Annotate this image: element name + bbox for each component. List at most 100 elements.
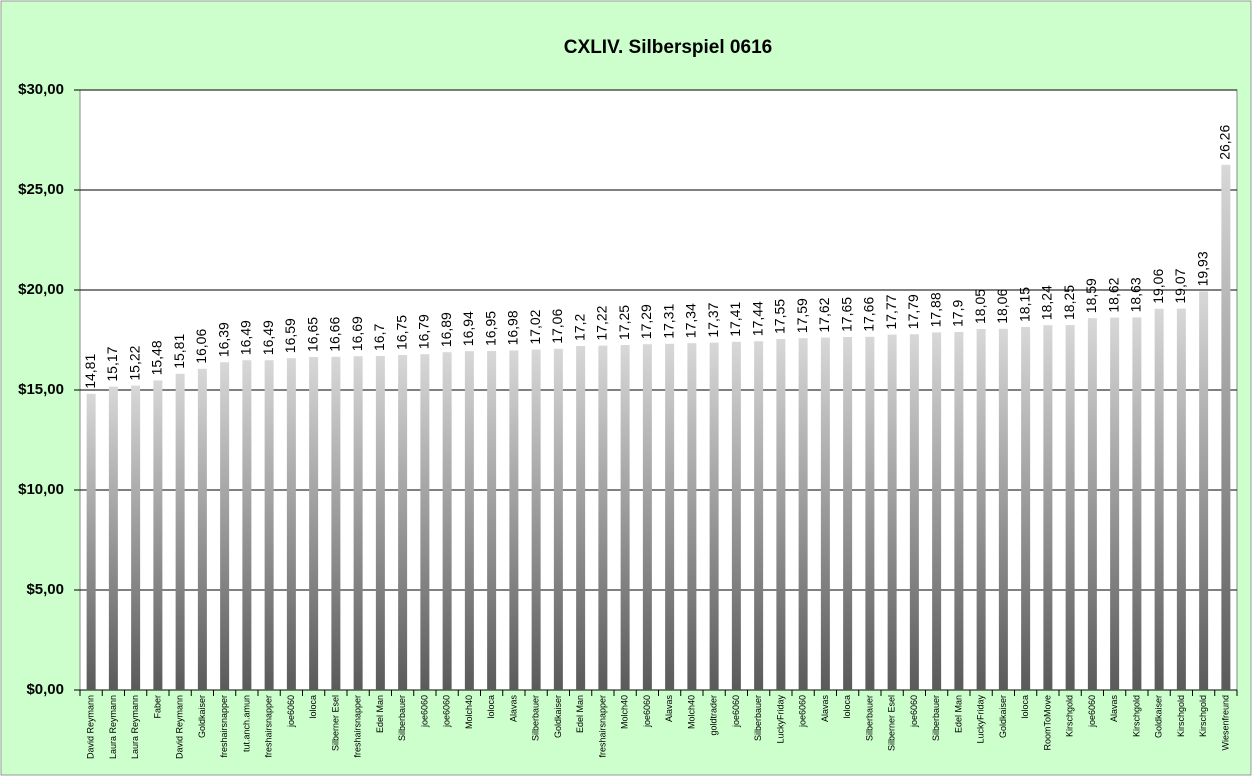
y-tick-label: $5,00: [26, 581, 64, 598]
bar: [731, 341, 741, 690]
x-tick-label: joe6060: [642, 695, 652, 728]
bar: [1132, 317, 1142, 690]
value-label: 17,25: [616, 305, 632, 340]
bar: [1043, 325, 1053, 690]
x-tick-label: freshairsnapper: [353, 695, 363, 758]
value-label: 15,81: [171, 334, 187, 369]
x-tick-label: Wiesenfreund: [1220, 695, 1230, 751]
bar: [954, 332, 964, 690]
bar: [909, 334, 919, 690]
value-label: 17,9: [950, 300, 966, 327]
x-tick-label: Goldkaiser: [197, 695, 207, 738]
value-label: 15,17: [104, 346, 120, 381]
value-label: 17,22: [594, 305, 610, 340]
y-tick-label: $15,00: [18, 381, 64, 398]
value-label: 17,59: [794, 298, 810, 333]
value-label: 17,2: [571, 314, 587, 341]
x-tick-label: Edel Man: [375, 695, 385, 733]
value-label: 16,75: [393, 315, 409, 350]
x-tick-label: David Reymann: [86, 695, 96, 759]
value-label: 16,89: [438, 312, 454, 347]
x-tick-label: Alavas: [820, 695, 830, 723]
bar: [286, 358, 296, 690]
x-tick-label: freshairsnapper: [219, 695, 229, 758]
value-label: 16,98: [505, 310, 521, 345]
x-tick-label: David Reymann: [175, 695, 185, 759]
value-label: 17,55: [772, 299, 788, 334]
bar: [531, 349, 541, 690]
value-label: 17,34: [683, 303, 699, 338]
value-label: 16,95: [482, 311, 498, 346]
x-tick-label: joe6060: [442, 695, 452, 728]
y-tick-label: $20,00: [18, 281, 64, 298]
x-tick-label: joe6060: [731, 695, 741, 728]
value-label: 17,37: [705, 302, 721, 337]
bar: [620, 345, 630, 690]
value-label: 17,41: [727, 302, 743, 337]
bar: [509, 350, 519, 690]
bar: [220, 362, 230, 690]
bar: [998, 328, 1008, 690]
bar: [776, 339, 786, 690]
bar: [1199, 291, 1209, 690]
x-tick-label: Laura Reymann: [108, 695, 118, 759]
bar: [1154, 308, 1164, 690]
value-label: 16,39: [215, 322, 231, 357]
bar: [153, 380, 163, 690]
bar: [1176, 308, 1186, 690]
bar: [887, 334, 897, 690]
x-tick-label: Laura Reymann: [130, 695, 140, 759]
value-label: 16,66: [327, 317, 343, 352]
x-tick-label: LuckyFriday: [976, 695, 986, 744]
x-tick-label: joe6060: [1087, 695, 1097, 728]
value-label: 16,79: [416, 314, 432, 349]
bar: [642, 344, 652, 690]
y-tick-label: $30,00: [18, 81, 64, 98]
x-tick-label: Edel Man: [575, 695, 585, 733]
bar: [131, 385, 141, 690]
bar: [197, 368, 207, 690]
value-label: 18,59: [1083, 278, 1099, 313]
bar: [331, 356, 341, 690]
x-tick-label: tut.anch.amun: [241, 695, 251, 752]
y-tick-label: $0,00: [26, 681, 64, 698]
value-label: 16,7: [371, 324, 387, 351]
x-tick-label: Faber: [152, 695, 162, 719]
value-label: 17,79: [905, 294, 921, 329]
value-label: 17,65: [838, 297, 854, 332]
value-label: 16,65: [304, 317, 320, 352]
x-tick-label: Kirschgold: [1176, 695, 1186, 737]
x-tick-label: loloca: [842, 695, 852, 719]
x-tick-label: Silberbauer: [753, 695, 763, 741]
y-tick-label: $10,00: [18, 481, 64, 498]
x-tick-label: Goldkaiser: [553, 695, 563, 738]
value-label: 17,31: [660, 304, 676, 339]
value-label: 17,88: [927, 292, 943, 327]
value-label: 16,69: [349, 316, 365, 351]
bar: [1110, 317, 1120, 690]
value-label: 17,02: [527, 309, 543, 344]
value-label: 18,15: [1016, 287, 1032, 322]
value-label: 17,77: [883, 294, 899, 329]
x-tick-label: Silberbauer: [864, 695, 874, 741]
x-tick-label: Silberner Esel: [330, 695, 340, 751]
bar: [242, 360, 252, 690]
x-tick-label: joe6060: [286, 695, 296, 728]
x-tick-label: loloca: [486, 695, 496, 719]
value-label: 18,25: [1061, 285, 1077, 320]
bar: [264, 360, 274, 690]
x-tick-label: Kirschgold: [1065, 695, 1075, 737]
bar: [976, 329, 986, 690]
value-label: 18,63: [1128, 277, 1144, 312]
x-tick-label: Alavas: [1109, 695, 1119, 723]
bar: [86, 393, 96, 690]
bar: [865, 336, 875, 690]
x-tick-label: loloca: [308, 695, 318, 719]
chart-title: CXLIV. Silberspiel 0616: [564, 37, 772, 58]
value-label: 18,62: [1105, 277, 1121, 312]
x-tick-label: Alavas: [508, 695, 518, 723]
bar: [175, 373, 185, 690]
value-label: 16,49: [238, 320, 254, 355]
bar: [375, 356, 385, 690]
value-label: 17,06: [549, 309, 565, 344]
